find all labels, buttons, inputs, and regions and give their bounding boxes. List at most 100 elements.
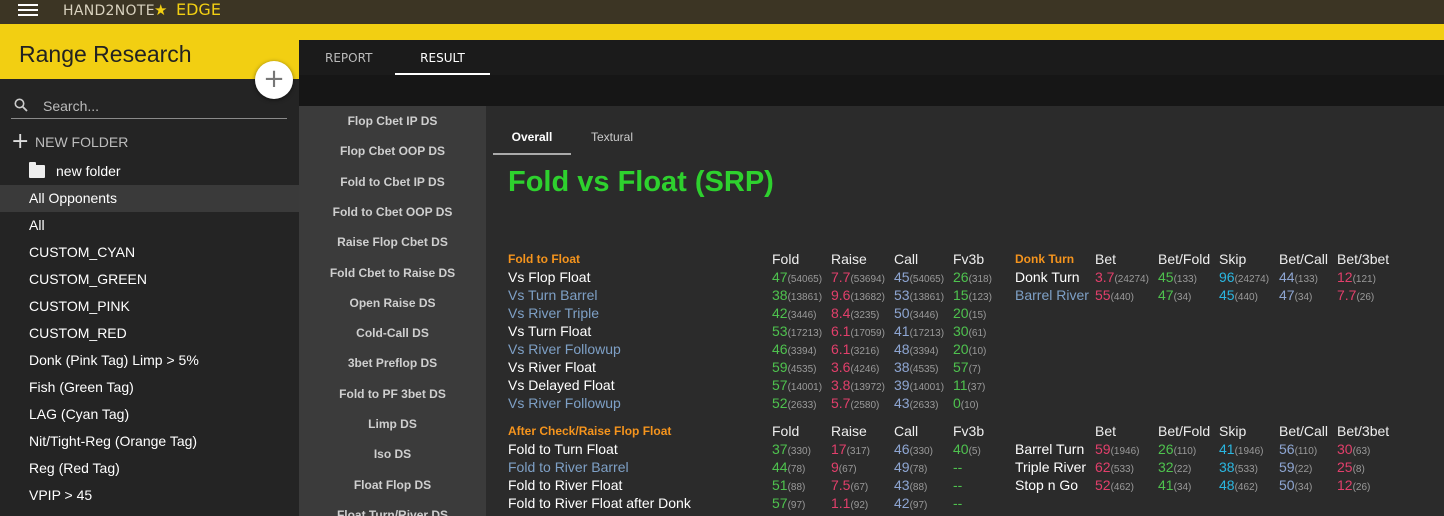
sidebar-item[interactable]: Nit/Tight-Reg (Orange Tag)	[29, 433, 198, 449]
stat-cell[interactable]: 20(10)	[953, 340, 986, 361]
stat-cell[interactable]: 25(8)	[1337, 458, 1365, 479]
stat-cell[interactable]: 57(14001)	[772, 376, 822, 397]
stat-cell[interactable]: 59(4535)	[772, 358, 816, 379]
row-label[interactable]: Barrel Turn	[1015, 441, 1085, 457]
row-label[interactable]: Vs River Float	[508, 359, 596, 375]
stat-cell[interactable]: 6.1(3216)	[831, 340, 879, 361]
row-label[interactable]: Stop n Go	[1015, 477, 1079, 493]
stat-cell[interactable]: 46(330)	[894, 440, 933, 461]
row-label[interactable]: Fold to River Barrel	[508, 459, 629, 475]
nav-item[interactable]: Cold-Call DS	[356, 326, 429, 341]
stat-cell[interactable]: 56(110)	[1279, 440, 1317, 461]
row-label[interactable]: Vs Turn Barrel	[508, 287, 598, 303]
stat-cell[interactable]: 62(533)	[1095, 458, 1134, 479]
stat-cell[interactable]: 43(88)	[894, 476, 927, 497]
stat-cell[interactable]: 47(54065)	[772, 268, 822, 289]
stat-cell[interactable]: 49(78)	[894, 458, 927, 479]
nav-item[interactable]: Raise Flop Cbet DS	[337, 235, 448, 250]
sidebar-item[interactable]: LAG (Cyan Tag)	[29, 406, 130, 422]
stat-cell[interactable]: 57(7)	[953, 358, 981, 379]
stat-cell[interactable]: 45(133)	[1158, 268, 1197, 289]
row-label[interactable]: Vs Delayed Float	[508, 377, 615, 393]
stat-cell[interactable]: 41(17213)	[894, 322, 944, 343]
stat-cell[interactable]: 52(462)	[1095, 476, 1134, 497]
stat-cell[interactable]: 55(440)	[1095, 286, 1134, 307]
stat-cell[interactable]: 17(317)	[831, 440, 870, 461]
row-label[interactable]: Fold to River Float after Donk	[508, 495, 691, 511]
sidebar-item[interactable]: CUSTOM_PINK	[29, 298, 130, 314]
stat-cell[interactable]: 12(121)	[1337, 268, 1376, 289]
stat-cell[interactable]: 59(1946)	[1095, 440, 1139, 461]
stat-cell[interactable]: 51(88)	[772, 476, 805, 497]
row-label[interactable]: Vs Turn Float	[508, 323, 592, 339]
nav-item[interactable]: Fold to Cbet IP DS	[340, 174, 445, 189]
stat-cell[interactable]: 41(1946)	[1219, 440, 1263, 461]
row-label[interactable]: Triple River	[1015, 459, 1087, 475]
stat-cell[interactable]: 30(61)	[953, 322, 986, 343]
row-label[interactable]: Fold to Turn Float	[508, 441, 618, 457]
row-label[interactable]: Donk Turn	[1015, 269, 1080, 285]
add-button[interactable]: +	[255, 61, 293, 99]
stat-cell[interactable]: 37(330)	[772, 440, 811, 461]
stat-cell[interactable]: 3.7(24274)	[1095, 268, 1149, 289]
stat-cell[interactable]: 3.6(4246)	[831, 358, 879, 379]
stat-cell[interactable]: 26(318)	[953, 268, 992, 289]
stat-cell[interactable]: 57(97)	[772, 494, 805, 515]
row-label[interactable]: Vs River Followup	[508, 341, 621, 357]
nav-item[interactable]: Fold Cbet to Raise DS	[329, 265, 456, 280]
stat-cell[interactable]: 45(440)	[1219, 286, 1258, 307]
nav-item[interactable]: Float Flop DS	[353, 477, 432, 492]
stat-cell[interactable]: --	[953, 494, 962, 515]
stat-cell[interactable]: 44(78)	[772, 458, 805, 479]
stat-cell[interactable]: 38(533)	[1219, 458, 1258, 479]
sidebar-item[interactable]: All	[29, 217, 45, 233]
stat-cell[interactable]: 53(13861)	[894, 286, 944, 307]
stat-cell[interactable]: 7.7(53694)	[831, 268, 885, 289]
row-label[interactable]: Vs River Triple	[508, 305, 600, 321]
stat-cell[interactable]: 8.4(3235)	[831, 304, 879, 325]
stat-cell[interactable]: 48(3394)	[894, 340, 938, 361]
sidebar-item[interactable]: Donk (Pink Tag) Limp > 5%	[29, 352, 199, 368]
stat-cell[interactable]: 45(54065)	[894, 268, 944, 289]
nav-item[interactable]: Float Turn/River DS	[336, 507, 449, 516]
row-label[interactable]: Fold to River Float	[508, 477, 623, 493]
stat-cell[interactable]: 7.7(26)	[1337, 286, 1374, 307]
subtab-textural[interactable]: Textural	[590, 130, 634, 144]
stat-cell[interactable]: --	[953, 458, 962, 479]
stat-cell[interactable]: 44(133)	[1279, 268, 1318, 289]
stat-cell[interactable]: 40(5)	[953, 440, 981, 461]
row-label[interactable]: Barrel River	[1015, 287, 1089, 303]
nav-item[interactable]: Limp DS	[368, 417, 417, 431]
hamburger-menu-icon[interactable]	[18, 1, 38, 19]
stat-cell[interactable]: 41(34)	[1158, 476, 1191, 497]
stat-cell[interactable]: 50(34)	[1279, 476, 1312, 497]
nav-item[interactable]: Iso DS	[373, 447, 412, 462]
stat-cell[interactable]: 7.5(67)	[831, 476, 868, 497]
stat-cell[interactable]: 50(3446)	[894, 304, 938, 325]
stat-cell[interactable]: 52(2633)	[772, 394, 816, 415]
sidebar-item[interactable]: Reg (Red Tag)	[29, 460, 120, 476]
stat-cell[interactable]: 38(4535)	[894, 358, 938, 379]
sidebar-item[interactable]: CUSTOM_RED	[29, 325, 127, 341]
stat-cell[interactable]: 1.1(92)	[831, 494, 868, 515]
stat-cell[interactable]: 59(22)	[1279, 458, 1312, 479]
row-label[interactable]: Vs River Followup	[508, 395, 621, 411]
folder-item[interactable]: new folder	[0, 158, 299, 185]
subtab-overall[interactable]: Overall	[493, 125, 571, 155]
stat-cell[interactable]: 15(123)	[953, 286, 992, 307]
stat-cell[interactable]: 48(462)	[1219, 476, 1258, 497]
stat-cell[interactable]: 43(2633)	[894, 394, 938, 415]
tab-report[interactable]: REPORT	[325, 51, 373, 65]
stat-cell[interactable]: 53(17213)	[772, 322, 822, 343]
stat-cell[interactable]: 26(110)	[1158, 440, 1196, 461]
stat-cell[interactable]: 46(3394)	[772, 340, 816, 361]
nav-item[interactable]: Flop Cbet OOP DS	[339, 144, 446, 159]
sidebar-item[interactable]: CUSTOM_CYAN	[29, 244, 136, 260]
stat-cell[interactable]: 42(3446)	[772, 304, 816, 325]
stat-cell[interactable]: 32(22)	[1158, 458, 1191, 479]
sidebar-item[interactable]: Fish (Green Tag)	[29, 379, 134, 395]
sidebar-item[interactable]: CUSTOM_GREEN	[29, 271, 147, 287]
stat-cell[interactable]: 47(34)	[1158, 286, 1191, 307]
stat-cell[interactable]: 11(37)	[953, 376, 985, 397]
tab-result[interactable]: RESULT	[395, 40, 490, 75]
